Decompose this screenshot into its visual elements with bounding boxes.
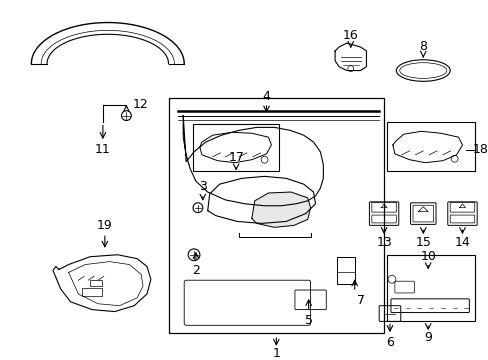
Text: 11: 11 — [95, 143, 111, 156]
Text: 16: 16 — [342, 29, 358, 42]
Text: 9: 9 — [424, 330, 431, 343]
Text: 10: 10 — [419, 250, 435, 263]
Text: 17: 17 — [228, 151, 244, 164]
Polygon shape — [251, 192, 310, 227]
Text: 14: 14 — [454, 237, 469, 249]
Text: 7: 7 — [356, 294, 364, 307]
Text: 12: 12 — [132, 98, 148, 111]
Text: 18: 18 — [471, 143, 487, 156]
Text: 5: 5 — [304, 314, 312, 327]
Text: 6: 6 — [385, 337, 393, 350]
Text: 4: 4 — [262, 90, 270, 103]
Text: 15: 15 — [414, 237, 430, 249]
Text: 3: 3 — [199, 180, 206, 193]
Text: 1: 1 — [272, 347, 280, 360]
Text: 19: 19 — [97, 219, 113, 232]
Text: 2: 2 — [192, 264, 200, 277]
Text: 13: 13 — [375, 237, 391, 249]
Text: 8: 8 — [418, 40, 427, 53]
